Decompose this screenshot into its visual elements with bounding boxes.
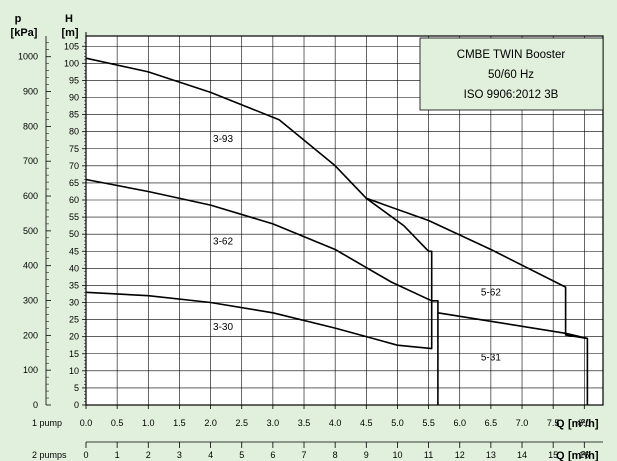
h-tick-label: 95 xyxy=(69,75,79,85)
q2-tick-label: 11 xyxy=(424,450,433,460)
q1-tick-label: 3.0 xyxy=(267,418,280,428)
h-tick-label: 100 xyxy=(64,58,79,68)
h-axis-symbol: H xyxy=(65,13,73,25)
q2-tick-label: 2 xyxy=(146,450,151,460)
q2-tick-label: 8 xyxy=(333,450,338,460)
h-tick-label: 15 xyxy=(69,349,79,359)
axis-titles: p [kPa] H [m] 1 pump 2 pumps Q [m³/h] Q … xyxy=(11,13,599,461)
h-tick-label: 40 xyxy=(69,263,79,273)
q1-tick-label: 2.0 xyxy=(204,418,217,428)
p-axis-symbol: p xyxy=(15,13,22,25)
h-tick-label: 5 xyxy=(74,383,79,393)
q2-tick-label: 12 xyxy=(455,450,465,460)
p-tick-label: 800 xyxy=(23,121,38,131)
h-tick-label: 45 xyxy=(69,246,79,256)
h-tick-label: 75 xyxy=(69,144,79,154)
q1-axis-prefix: 1 pump xyxy=(32,418,62,428)
q2-tick-label: 4 xyxy=(208,450,213,460)
q1-tick-label: 4.5 xyxy=(360,418,373,428)
h-tick-label: 30 xyxy=(69,298,79,308)
q2-tick-label: 3 xyxy=(177,450,182,460)
q2-axis-prefix: 2 pumps xyxy=(32,450,67,460)
q2-axis-symbol: Q xyxy=(556,450,565,461)
q2-tick-label: 5 xyxy=(239,450,244,460)
q2-tick-label: 6 xyxy=(270,450,275,460)
q1-tick-label: 5.0 xyxy=(391,418,404,428)
series-layer: 3-93 3-62 3-30 5-62 5-31 xyxy=(85,57,589,405)
q1-tick-label: 4.0 xyxy=(329,418,342,428)
h-tick-label: 25 xyxy=(69,315,79,325)
q2-tick-label: 14 xyxy=(517,450,527,460)
q1-tick-label: 3.5 xyxy=(298,418,311,428)
p-tick-label: 0 xyxy=(33,400,38,410)
curve-3-30 xyxy=(85,291,433,350)
p-tick-label: 100 xyxy=(23,365,38,375)
h-tick-label: 70 xyxy=(69,161,79,171)
h-tick-label: 10 xyxy=(69,366,79,376)
curve-label-5-31: 5-31 xyxy=(481,353,501,364)
curve-5-31 xyxy=(437,312,588,340)
q2-tick-label: 16 xyxy=(579,450,589,460)
p-tick-label: 200 xyxy=(23,330,38,340)
h-tick-label: 20 xyxy=(69,332,79,342)
q1-tick-label: 2.5 xyxy=(235,418,248,428)
h-tick-label: 50 xyxy=(69,229,79,239)
plot-border xyxy=(85,35,604,406)
curve-3-93 xyxy=(85,57,433,303)
q1-tick-label: 7.0 xyxy=(516,418,529,428)
h-tick-label: 105 xyxy=(64,41,79,51)
legend-line-1: CMBE TWIN Booster xyxy=(457,49,566,61)
p-axis-unit: [kPa] xyxy=(11,27,38,39)
curve-label-5-62: 5-62 xyxy=(481,288,501,299)
q1-tick-label: 1.0 xyxy=(142,418,155,428)
p-tick-label: 500 xyxy=(23,226,38,236)
q2-tick-label: 9 xyxy=(364,450,369,460)
h-tick-label: 80 xyxy=(69,127,79,137)
p-tick-label: 300 xyxy=(23,296,38,306)
curve-label-3-30: 3-30 xyxy=(213,322,233,333)
h-tick-label: 60 xyxy=(69,195,79,205)
q1-axis-symbol: Q xyxy=(556,418,565,430)
p-tick-label: 900 xyxy=(23,87,38,97)
q1-tick-label: 6.5 xyxy=(485,418,498,428)
h-axis-unit: [m] xyxy=(61,27,78,39)
q1-tick-label: 6.0 xyxy=(453,418,466,428)
q1-tick-label: 8.0 xyxy=(578,418,591,428)
h-tick-label: 85 xyxy=(69,110,79,120)
q1-axis-unit: [m³/h] xyxy=(568,418,599,430)
q1-tick-label: 1.5 xyxy=(173,418,186,428)
h-tick-label: 65 xyxy=(69,178,79,188)
q1-tick-label: 0.0 xyxy=(80,418,93,428)
curve-label-3-62: 3-62 xyxy=(213,236,233,247)
legend-line-3: ISO 9906:2012 3B xyxy=(464,89,559,101)
q2-tick-label: 1 xyxy=(115,450,120,460)
p-tick-label: 600 xyxy=(23,191,38,201)
q2-tick-label: 10 xyxy=(392,450,402,460)
p-tick-label: 700 xyxy=(23,156,38,166)
h-tick-label: 90 xyxy=(69,93,79,103)
curve-label-3-93: 3-93 xyxy=(213,134,233,145)
p-tick-label: 400 xyxy=(23,261,38,271)
legend-line-2: 50/60 Hz xyxy=(488,69,534,81)
curve-3-62 xyxy=(85,178,439,405)
q2-axis-unit: [m³/h] xyxy=(568,450,599,461)
q2-tick-label: 13 xyxy=(486,450,496,460)
legend-box: CMBE TWIN Booster 50/60 Hz ISO 9906:2012… xyxy=(419,37,604,111)
axes: 0510152025303540455055606570758085909510… xyxy=(18,32,603,460)
p-tick-label: 1000 xyxy=(18,52,38,62)
h-tick-label: 55 xyxy=(69,212,79,222)
q2-tick-label: 0 xyxy=(83,450,88,460)
h-tick-label: 35 xyxy=(69,280,79,290)
q1-tick-label: 5.5 xyxy=(422,418,435,428)
q1-tick-label: 7.5 xyxy=(547,418,560,428)
q2-tick-label: 15 xyxy=(548,450,558,460)
q1-tick-label: 0.5 xyxy=(111,418,124,428)
q2-tick-label: 7 xyxy=(302,450,307,460)
h-tick-label: 0 xyxy=(74,400,79,410)
